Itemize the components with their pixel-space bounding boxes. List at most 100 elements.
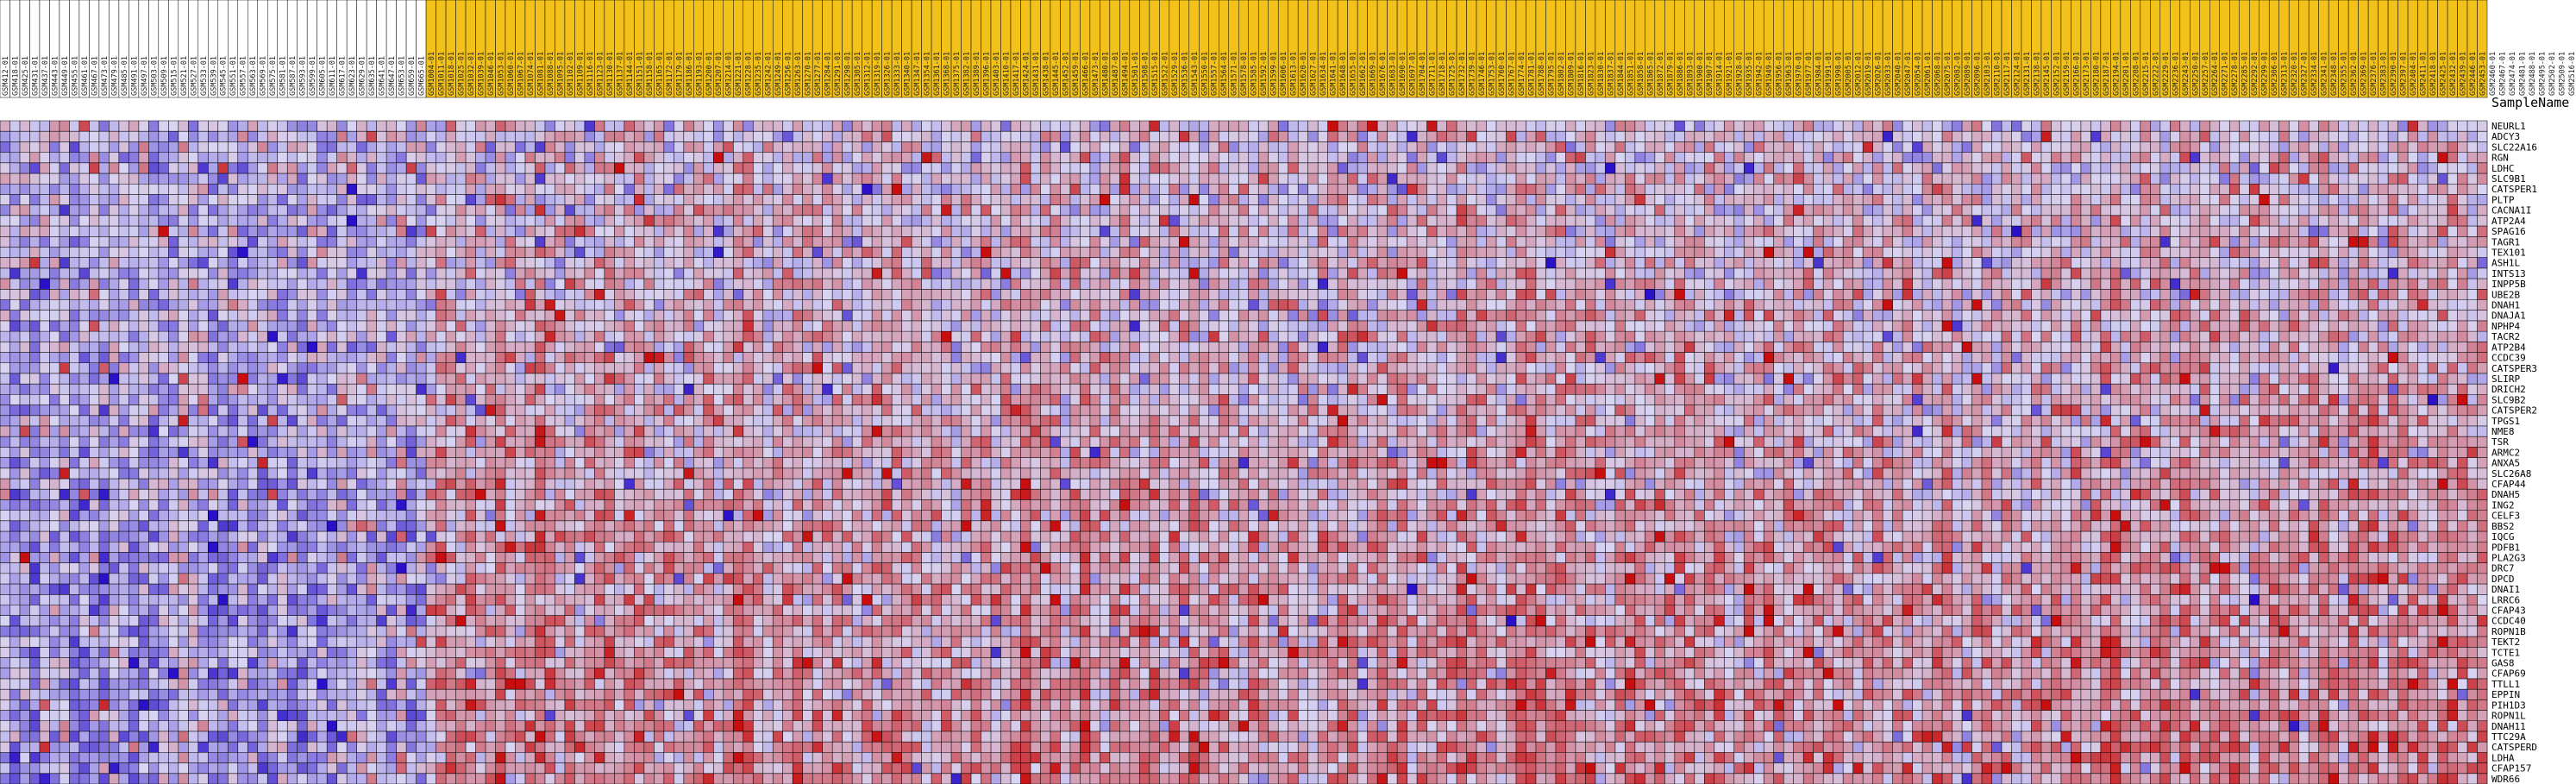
heatmap-cell [2328,215,2339,227]
heatmap-cell [1080,204,1091,216]
heatmap-cell [1228,289,1239,300]
heatmap-cell [733,194,744,205]
heatmap-cell [2199,173,2210,185]
heatmap-cell [2040,236,2052,248]
heatmap-cell [1030,257,1041,269]
heatmap-cell [1318,226,1328,237]
heatmap-cell [1347,236,1358,248]
heatmap-cell [1684,184,1695,195]
heatmap-cell [2090,152,2102,164]
heatmap-cell [2110,152,2122,164]
heatmap-cell [693,121,705,132]
heatmap-cell [2289,204,2299,216]
heatmap-cell [1417,173,1427,185]
heatmap-cell [1535,184,1546,195]
heatmap-cell [237,299,248,311]
heatmap-cell [49,184,60,195]
heatmap-cell [1863,121,1873,132]
heatmap-cell [2318,162,2329,174]
heatmap-cell [1971,215,1983,227]
heatmap-cell [2249,289,2260,300]
heatmap-cell [1387,131,1398,142]
heatmap-cell [1050,173,1061,185]
heatmap-cell [555,257,566,269]
heatmap-cell [1208,121,1219,132]
heatmap-cell [2080,279,2091,290]
heatmap-cell [2348,299,2359,311]
heatmap-cell [1595,184,1606,195]
heatmap-cell [2358,131,2369,142]
heatmap-cell [455,236,467,248]
heatmap-cell [674,236,685,248]
heatmap-cell [822,204,833,216]
heatmap-cell [1397,152,1407,164]
heatmap-cell [574,289,586,300]
heatmap-cell [743,247,754,258]
heatmap-cell [733,226,744,237]
heatmap-cell [1744,121,1755,132]
heatmap-cell [1733,184,1745,195]
heatmap-cell [842,121,853,132]
heatmap-cell [892,121,902,132]
heatmap-cell [1437,131,1447,142]
heatmap-cell [1783,204,1794,216]
heatmap-cell [109,204,120,216]
heatmap-cell [455,247,467,258]
heatmap-cell [981,299,992,311]
heatmap-cell [2031,267,2042,279]
heatmap-cell [2209,299,2221,311]
heatmap-cell [1733,267,1745,279]
heatmap-cell [1100,173,1111,185]
heatmap-cell [406,152,417,164]
heatmap-cell [1833,184,1844,195]
heatmap-cell [208,289,219,300]
heatmap-cell [1238,257,1250,269]
heatmap-cell [1089,162,1100,174]
heatmap-cell [2040,173,2052,185]
heatmap-cell [713,226,724,237]
heatmap-cell [1258,162,1269,174]
heatmap-cell [9,184,21,195]
heatmap-cell [624,226,635,237]
heatmap-cell [2318,267,2329,279]
heatmap-cell [643,194,655,205]
heatmap-cell [1852,173,1864,185]
heatmap-cell [1863,184,1873,195]
heatmap-cell [1397,215,1407,227]
heatmap-cell [1288,152,1299,164]
heatmap-cell [1634,173,1645,185]
heatmap-cell [1169,204,1180,216]
heatmap-cell [2071,289,2082,300]
heatmap-cell [2368,236,2379,248]
heatmap-cell [317,247,328,258]
heatmap-cell [802,279,813,290]
heatmap-cell [1010,267,1021,279]
heatmap-cell [2170,141,2181,153]
heatmap-cell [376,204,387,216]
heatmap-cell [1823,247,1833,258]
heatmap-cell [347,162,357,174]
heatmap-cell [1426,279,1438,290]
heatmap-cell [386,267,397,279]
heatmap-cell [1377,141,1388,153]
heatmap-cell [317,289,328,300]
heatmap-cell [1773,131,1784,142]
heatmap-cell [693,215,705,227]
heatmap-cell [158,184,169,195]
heatmap-cell [793,162,803,174]
heatmap-cell [475,279,486,290]
heatmap-cell [2397,267,2409,279]
heatmap-cell [1764,289,1775,300]
heatmap-cell [1228,299,1239,311]
heatmap-cell [1080,131,1091,142]
heatmap-cell [1733,162,1745,174]
heatmap-cell [1912,267,1923,279]
heatmap-cell [564,310,575,322]
heatmap-cell [1248,289,1259,300]
heatmap-cell [138,310,149,322]
heatmap-cell [2071,247,2082,258]
heatmap-cell [436,194,447,205]
heatmap-cell [1902,173,1913,185]
heatmap-cell [1080,194,1091,205]
heatmap-cell [614,279,625,290]
